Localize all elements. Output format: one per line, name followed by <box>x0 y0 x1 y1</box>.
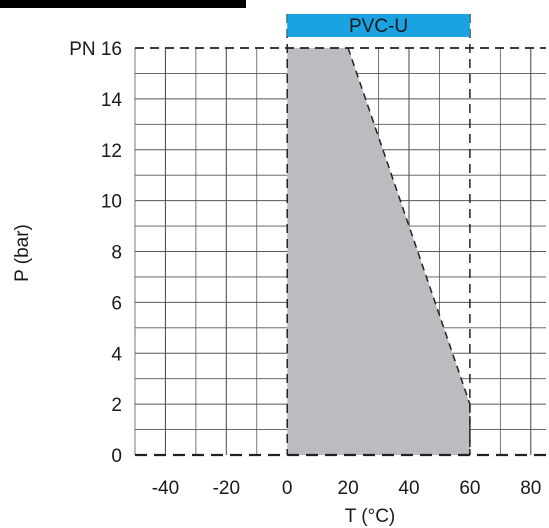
series-banner-label: PVC-U <box>349 16 408 37</box>
banner: PVC-U <box>287 14 470 37</box>
tick-labels: -40 -20 0 20 40 60 80 0 2 4 6 8 10 12 14 PN 16 <box>69 39 541 499</box>
x-tick-label: 20 <box>338 478 359 499</box>
x-tick-label: -40 <box>152 478 179 499</box>
y-tick-label: 10 <box>101 192 122 213</box>
x-tick-label: 40 <box>398 478 419 499</box>
y-tick-label: 14 <box>101 90 123 111</box>
y-axis-title: P (bar) <box>12 224 33 282</box>
x-axis-title: T (°C) <box>345 506 396 527</box>
x-tick-label: 80 <box>520 478 541 499</box>
x-tick-label: 60 <box>459 478 480 499</box>
y-tick-label: 8 <box>111 243 122 264</box>
operating-area <box>287 48 470 455</box>
y-tick-label: 12 <box>101 141 122 162</box>
header-bar <box>0 0 246 8</box>
x-tick-label: -20 <box>213 478 240 499</box>
y-tick-label: PN 16 <box>69 39 122 60</box>
y-tick-label: 0 <box>111 446 122 467</box>
plot-area <box>135 14 546 457</box>
x-tick-label: 0 <box>282 478 293 499</box>
area-edge <box>347 47 471 405</box>
y-tick-label: 2 <box>111 395 122 416</box>
y-tick-label: 6 <box>111 293 122 314</box>
series-banner <box>287 14 470 37</box>
y-tick-label: 4 <box>111 344 122 365</box>
